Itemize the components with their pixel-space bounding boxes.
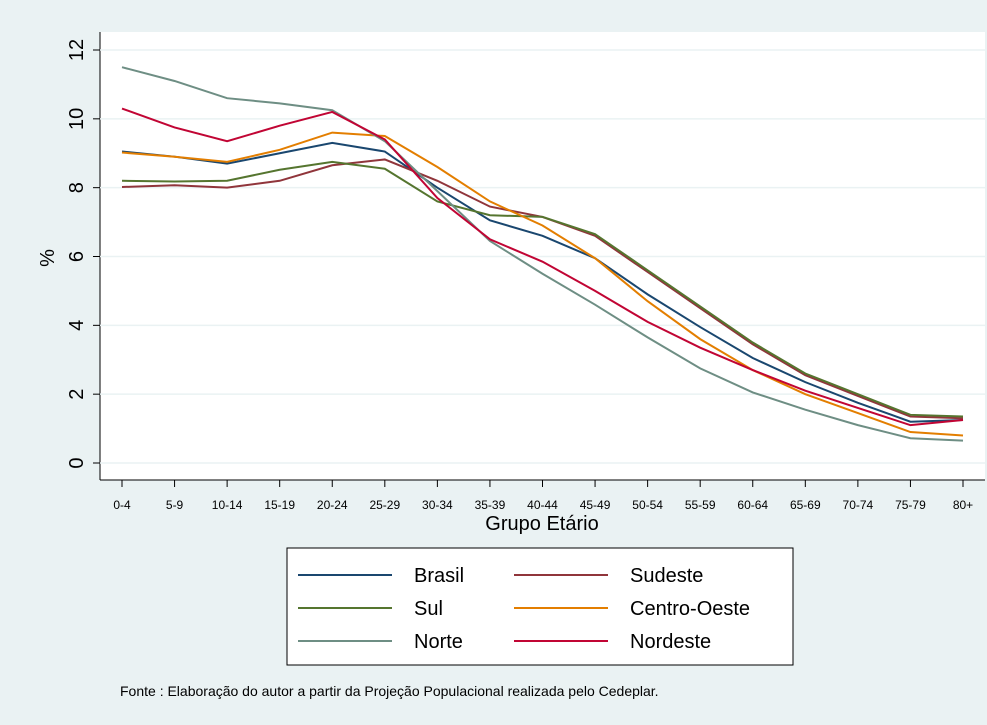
x-tick-label: 30-34 xyxy=(422,498,453,512)
x-tick-label: 35-39 xyxy=(475,498,506,512)
source-note: Fonte : Elaboração do autor a partir da … xyxy=(120,683,659,699)
x-tick-label: 0-4 xyxy=(113,498,131,512)
y-tick-label: 4 xyxy=(66,320,88,331)
series-line xyxy=(121,141,964,423)
y-tick-label: 12 xyxy=(66,39,88,61)
x-tick-label: 20-24 xyxy=(317,498,348,512)
legend-label: Sudeste xyxy=(630,565,703,587)
x-tick-label: 65-69 xyxy=(790,498,821,512)
x-tick-label: 5-9 xyxy=(166,498,184,512)
series-line xyxy=(121,160,964,418)
y-axis-label: % xyxy=(37,249,59,267)
series-line xyxy=(121,131,964,437)
x-tick-label: 45-49 xyxy=(580,498,611,512)
legend-label: Nordeste xyxy=(630,631,711,653)
y-tick-label: 0 xyxy=(66,457,88,468)
x-tick-label: 15-19 xyxy=(264,498,295,512)
x-tick-label: 60-64 xyxy=(737,498,768,512)
series-line xyxy=(121,107,964,427)
legend-label: Brasil xyxy=(414,565,464,587)
x-tick-label: 50-54 xyxy=(632,498,663,512)
legend-label: Centro-Oeste xyxy=(630,598,750,620)
series-line xyxy=(121,66,964,442)
y-tick-label: 6 xyxy=(66,251,88,262)
x-tick-label: 55-59 xyxy=(685,498,716,512)
x-tick-label: 25-29 xyxy=(369,498,400,512)
x-tick-label: 80+ xyxy=(953,498,973,512)
y-tick-label: 8 xyxy=(66,182,88,193)
x-axis-label: Grupo Etário xyxy=(485,513,598,535)
x-tick-label: 10-14 xyxy=(212,498,243,512)
legend-label: Norte xyxy=(414,631,463,653)
x-tick-label: 70-74 xyxy=(843,498,874,512)
legend-label: Sul xyxy=(414,598,443,620)
x-tick-label: 40-44 xyxy=(527,498,558,512)
y-tick-label: 2 xyxy=(66,389,88,400)
y-tick-label: 10 xyxy=(66,108,88,130)
x-tick-label: 75-79 xyxy=(895,498,926,512)
legend xyxy=(286,547,794,666)
